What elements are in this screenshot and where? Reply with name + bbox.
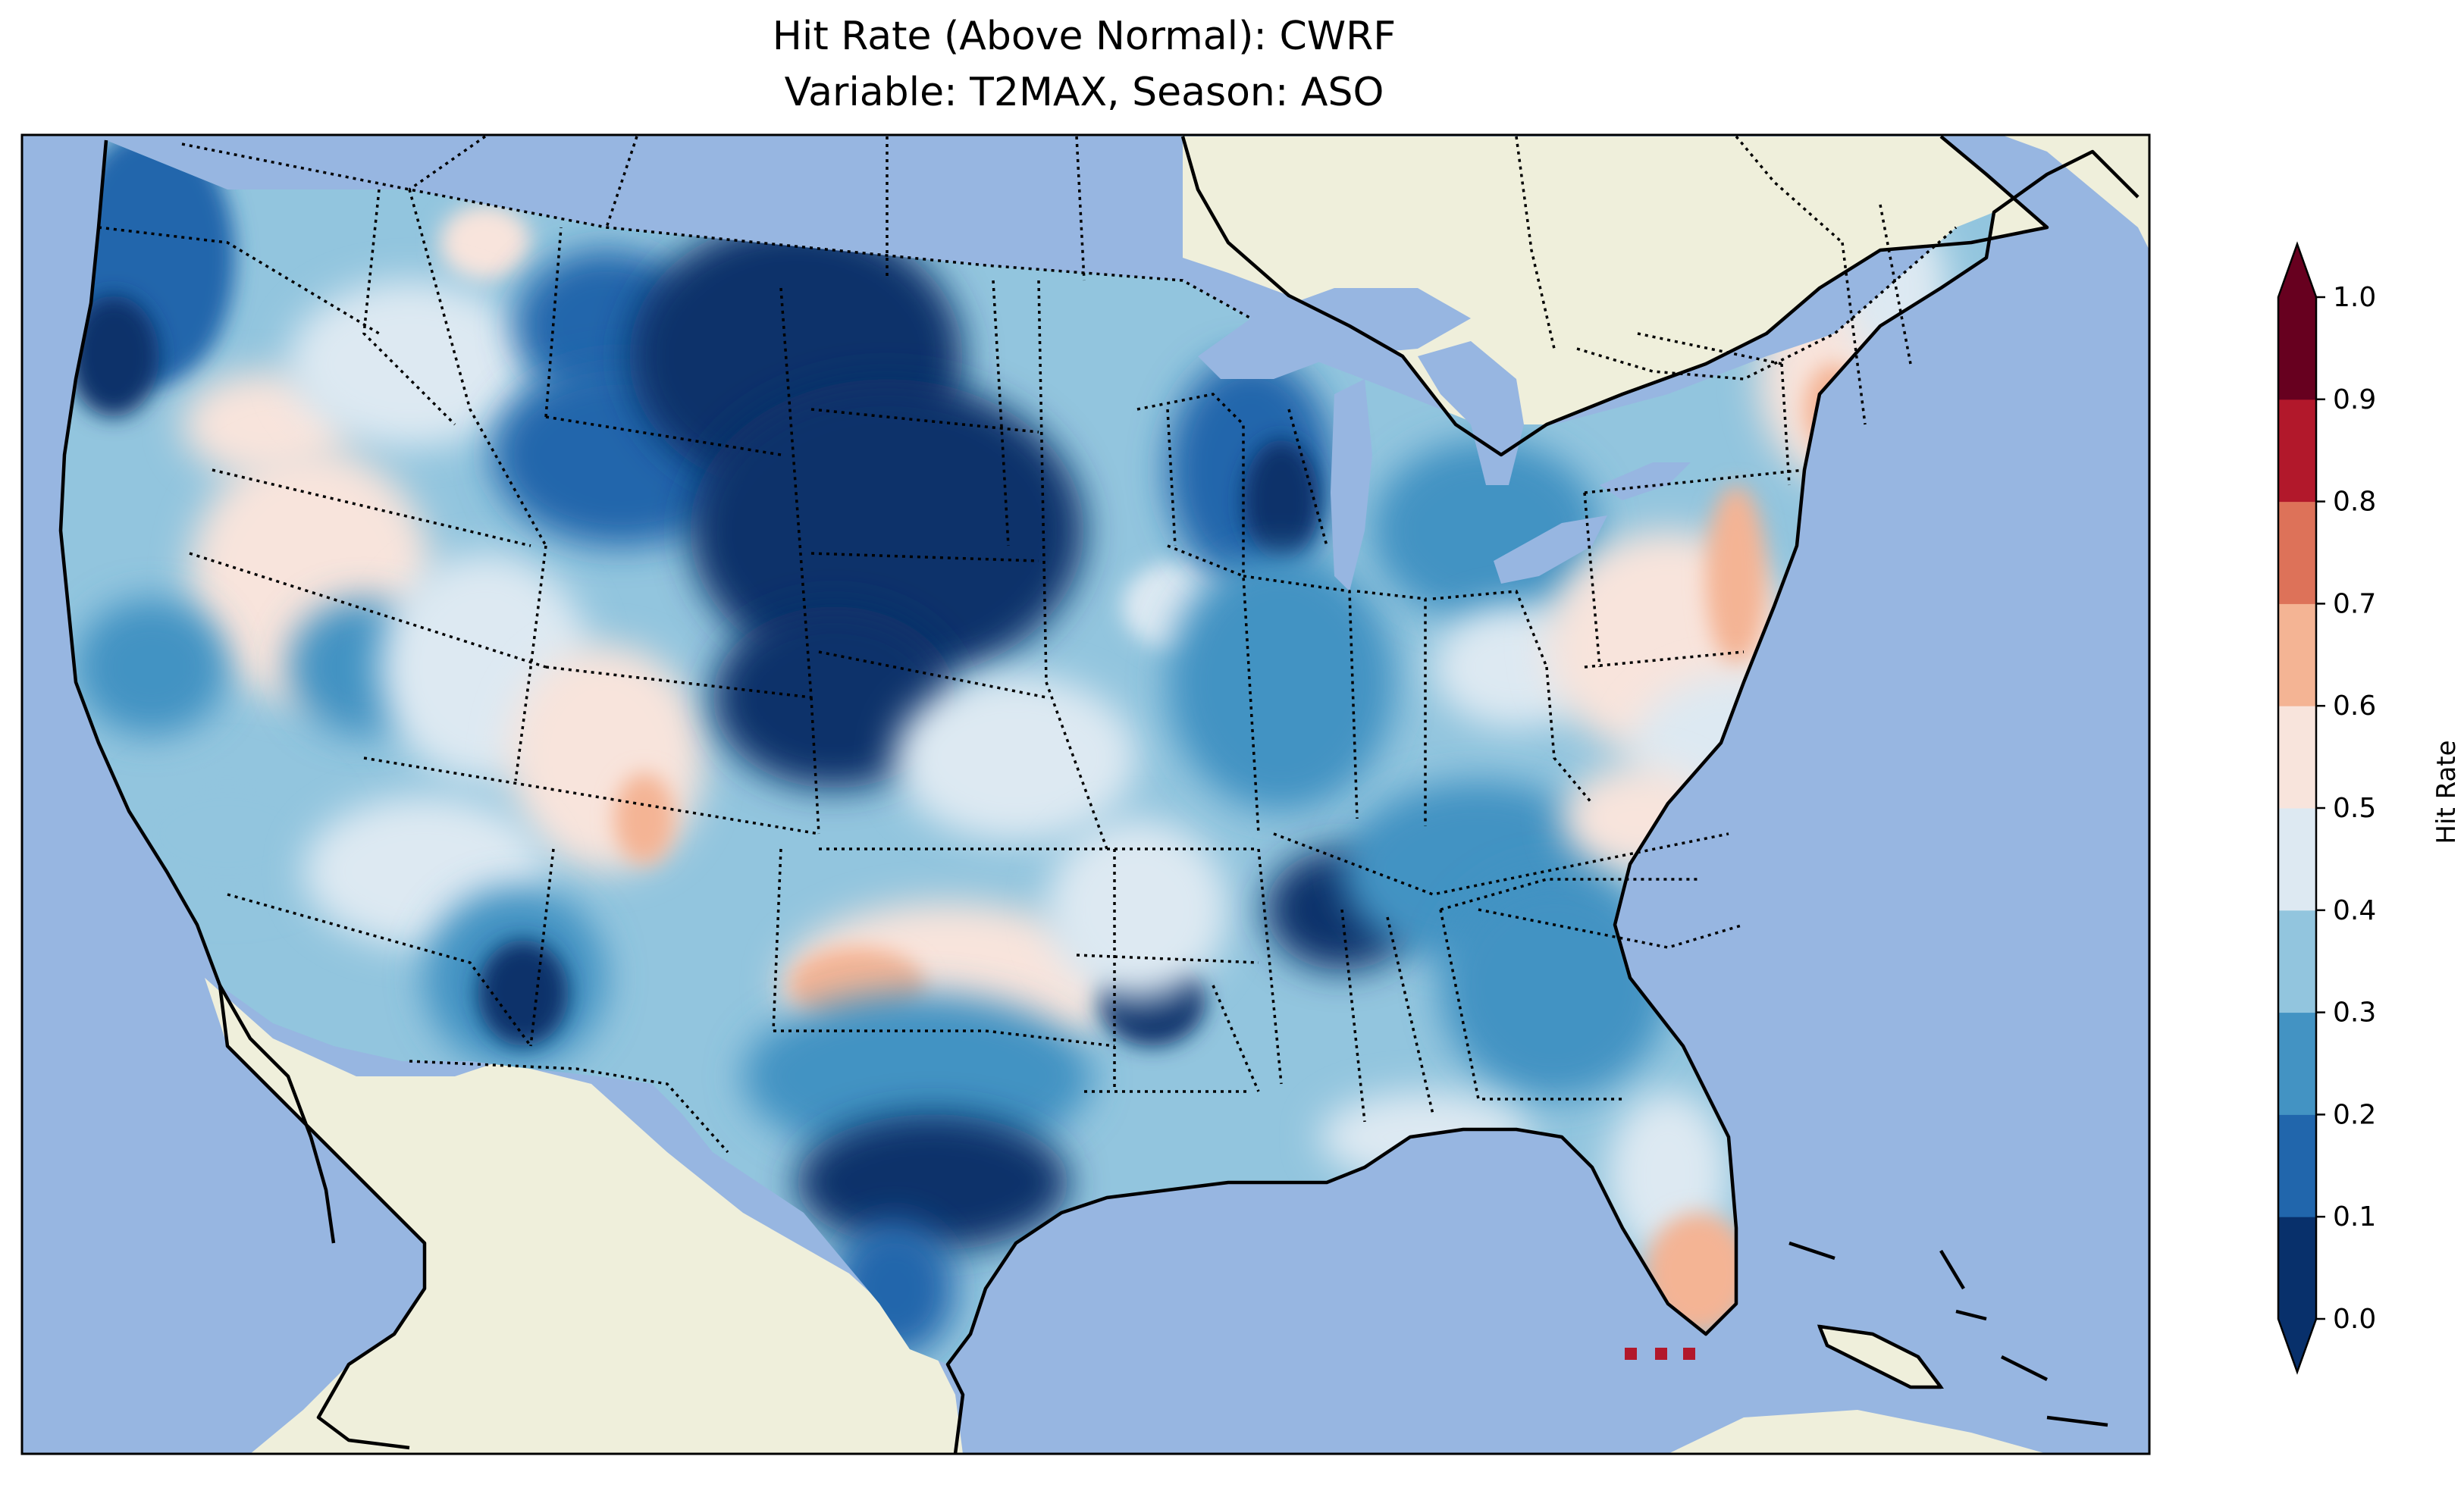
colorbar-bin [2278,706,2316,809]
map-title-line2: Variable: T2MAX, Season: ASO [784,70,1384,115]
coastlines [58,135,2140,1454]
colorbar: 0.0 0.1 0.2 0.3 0.4 0.5 0.6 0.7 0.8 0.9 1.0 [2277,241,2376,1375]
hit-rate-field [61,140,1994,1364]
colorbar-tick-label: 1.0 [2333,282,2376,313]
colorbar-bin [2278,1217,2316,1320]
colorbar-tick-label: 0.6 [2333,691,2376,722]
colorbar-bin [2278,501,2316,604]
colorbar-bin [2278,297,2316,400]
caribbean-land [1668,1410,2047,1454]
state-borders [98,189,1912,1123]
colorbar-tick-label: 0.3 [2333,998,2376,1029]
colorbar-bin [2278,910,2316,1013]
colorbar-tick-label: 0.7 [2333,588,2376,619]
colorbar-tick-label: 0.2 [2333,1099,2376,1130]
colorbar-tick-label: 0.8 [2333,487,2376,518]
colorbar-extend-min [2278,1319,2316,1372]
colorbar-tick-label: 0.5 [2333,793,2376,824]
florida-keys-cells [1625,1348,1695,1360]
map-frame [20,133,2151,1455]
colorbar-extend-max [2278,244,2316,297]
canada-land [167,135,2149,455]
colorbar-bin [2278,399,2316,503]
colorbar-bin [2278,603,2316,706]
colorbar-bin [2278,1012,2316,1115]
national-borders [181,135,1958,1154]
colorbar-tick-label: 0.4 [2333,895,2376,926]
great-lakes [1198,288,1691,591]
colorbar-bin [2278,1114,2316,1217]
colorbar-label: Hit Rate [2431,740,2462,844]
colorbar-bin [2278,808,2316,911]
map-area [22,135,2149,1454]
map-title-line1: Hit Rate (Above Normal): CWRF [772,14,1397,59]
colorbar-tick-label: 0.9 [2333,384,2376,415]
colorbar-tick-label: 0.0 [2333,1304,2376,1335]
colorbar-tick-label: 0.1 [2333,1201,2376,1232]
